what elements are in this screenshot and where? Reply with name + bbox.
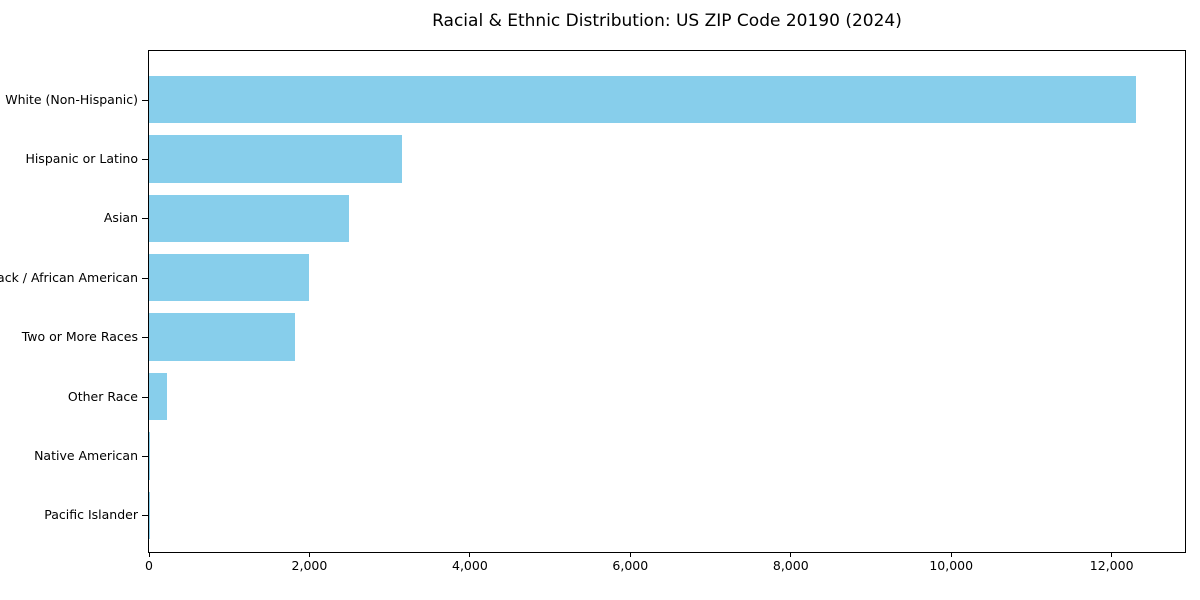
bar-white-non-hispanic	[149, 75, 1136, 124]
y-tick	[142, 455, 148, 457]
y-tick-label-hispanic-or-latino: Hispanic or Latino	[25, 150, 138, 166]
x-tick	[629, 552, 631, 557]
x-tick-label: 4,000	[451, 558, 488, 573]
x-tick	[148, 552, 150, 557]
x-tick	[308, 552, 310, 557]
y-tick-label-asian: Asian	[103, 210, 138, 226]
y-tick-label-native-american: Native American	[34, 447, 138, 463]
y-tick	[142, 337, 148, 339]
y-tick	[142, 515, 148, 517]
x-tick	[1111, 552, 1113, 557]
x-tick-label: 12,000	[1089, 558, 1134, 573]
x-tick	[950, 552, 952, 557]
y-tick	[142, 99, 148, 101]
bar-two-or-more-races	[149, 313, 295, 361]
y-tick	[142, 218, 148, 220]
y-tick-label-pacific-islander: Pacific Islander	[44, 507, 138, 523]
y-tick-label-white-non-hispanic: White (Non-Hispanic)	[5, 91, 138, 107]
chart-title: Racial & Ethnic Distribution: US ZIP Cod…	[432, 11, 902, 31]
y-tick-label-black-african-american: Black / African American	[0, 269, 138, 285]
x-tick	[469, 552, 471, 557]
x-tick-label: 2,000	[291, 558, 328, 573]
y-tick	[142, 277, 148, 279]
y-tick	[142, 396, 148, 398]
y-tick-label-other-race: Other Race	[67, 388, 138, 404]
y-tick	[142, 158, 148, 160]
x-tick-label: 10,000	[929, 558, 974, 573]
x-tick-label: 0	[145, 558, 153, 573]
bar-other-race	[149, 372, 168, 421]
bar-asian	[149, 194, 349, 243]
bar-black-african-american	[149, 253, 310, 302]
bar-native-american	[149, 432, 151, 480]
x-tick	[790, 552, 792, 557]
y-tick-label-two-or-more-races: Two or More Races	[21, 328, 138, 344]
plot-area: White (Non-Hispanic) Hispanic or Latino As…	[0, 50, 1186, 572]
x-tick-label: 8,000	[772, 558, 809, 573]
bar-hispanic-or-latino	[149, 135, 402, 183]
x-tick-label: 6,000	[612, 558, 649, 573]
